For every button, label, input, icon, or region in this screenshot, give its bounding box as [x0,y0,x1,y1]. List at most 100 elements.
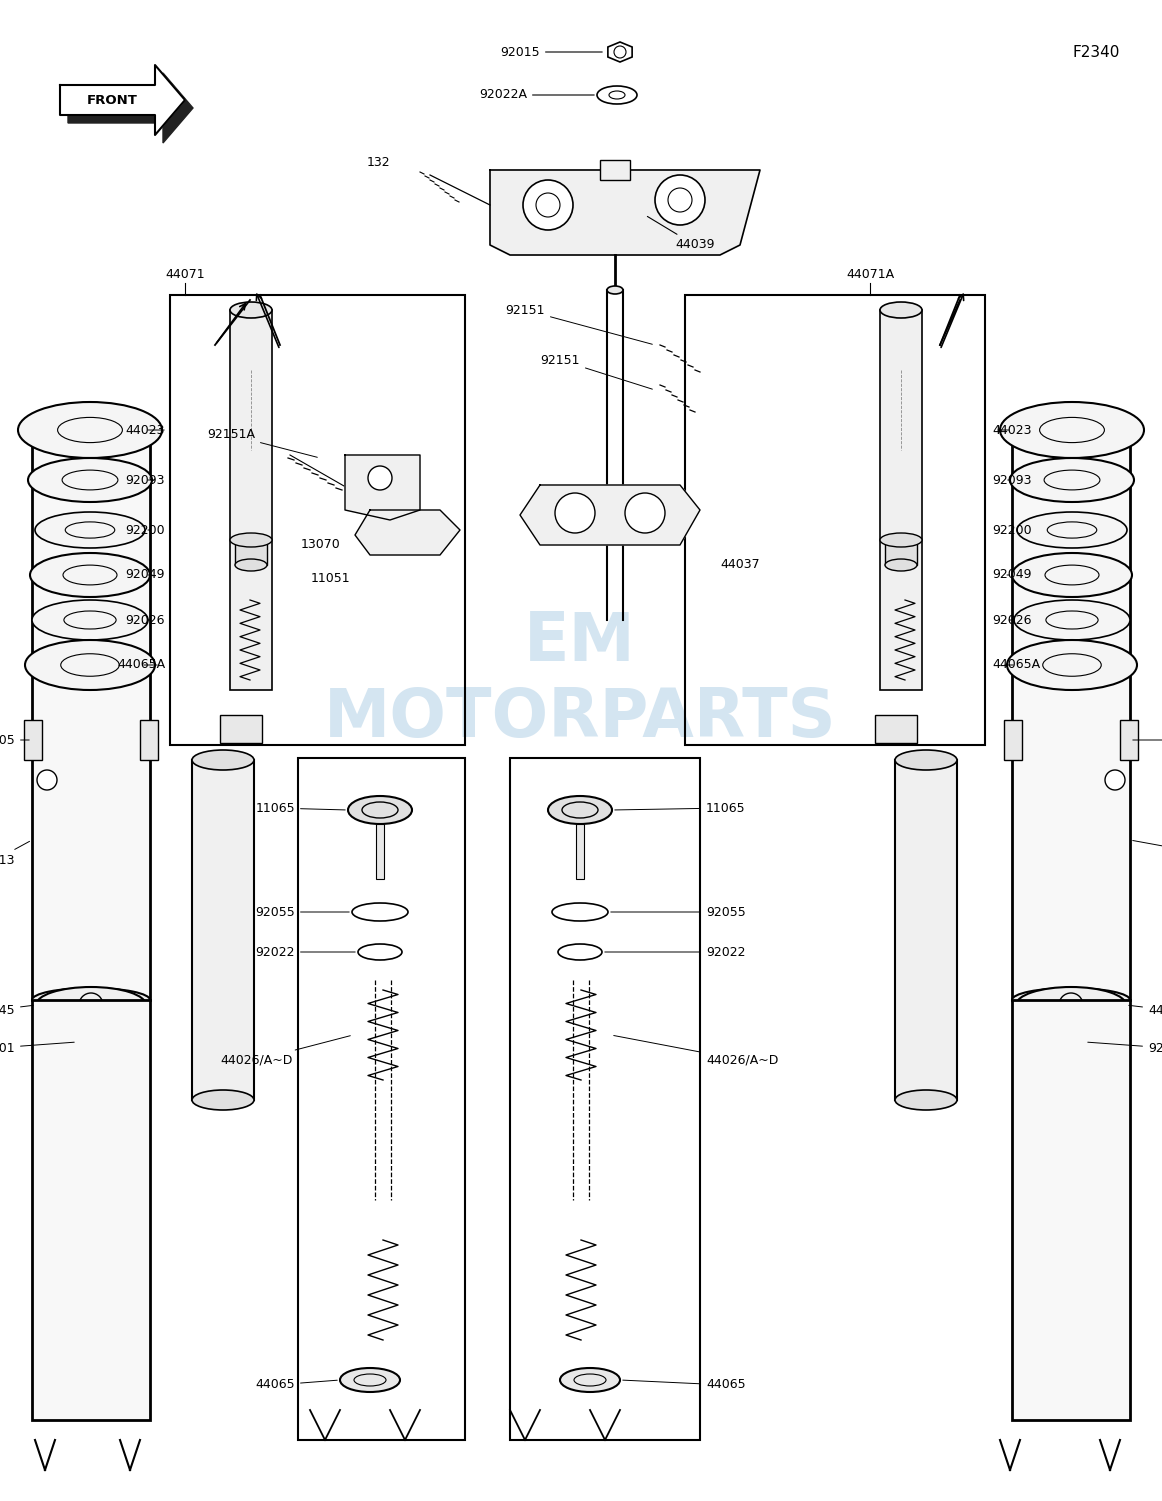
Bar [376,824,383,880]
Text: 44065A: 44065A [117,659,165,671]
Text: 44013: 44013 [0,842,29,866]
Text: EM
MOTORPARTS: EM MOTORPARTS [324,609,837,750]
Bar [230,311,272,690]
Text: 92151A: 92151A [207,428,317,458]
Bar [1012,440,1129,1000]
Polygon shape [345,455,419,519]
Bar [297,758,465,1439]
Circle shape [655,176,705,225]
Ellipse shape [33,428,150,452]
Ellipse shape [26,639,155,690]
Text: 44037: 44037 [720,558,760,572]
Text: 92049: 92049 [992,569,1032,581]
Ellipse shape [1007,639,1136,690]
Circle shape [555,492,595,533]
Bar [600,161,630,180]
Polygon shape [490,170,760,255]
Circle shape [77,1028,105,1057]
Text: 11065: 11065 [615,802,746,815]
Ellipse shape [607,287,623,294]
Text: 92001: 92001 [1088,1042,1162,1055]
Bar [192,760,254,1100]
Bar [170,296,465,744]
Text: 132: 132 [366,156,390,168]
Text: 92151: 92151 [540,354,652,389]
Ellipse shape [347,796,413,824]
Ellipse shape [880,533,921,546]
Text: 92055: 92055 [256,905,350,919]
Ellipse shape [1016,988,1126,1024]
Bar [1012,1000,1129,1420]
Text: 44026/A~D: 44026/A~D [614,1036,779,1067]
Bar [880,311,921,690]
Text: 92093: 92093 [992,473,1032,486]
Ellipse shape [33,600,148,639]
Bar [875,714,917,743]
Ellipse shape [230,302,272,318]
Text: 44023: 44023 [992,423,1032,437]
Bar [33,440,150,1000]
Ellipse shape [192,750,254,770]
Ellipse shape [1000,402,1145,458]
Ellipse shape [548,796,612,824]
Text: 92093: 92093 [125,473,165,486]
Bar [139,720,158,760]
Ellipse shape [35,512,145,548]
Ellipse shape [340,1367,400,1391]
Text: 92022: 92022 [604,946,746,959]
Ellipse shape [192,1090,254,1111]
Ellipse shape [1012,552,1132,597]
Bar [576,824,584,880]
Polygon shape [69,74,193,143]
Text: 92200: 92200 [125,524,165,536]
Text: 92026: 92026 [125,614,165,626]
Circle shape [368,465,392,489]
Text: 92049: 92049 [125,569,165,581]
Text: 11065: 11065 [256,802,345,815]
Ellipse shape [28,458,152,501]
Text: FRONT: FRONT [86,93,137,107]
Circle shape [625,492,665,533]
Text: 13070: 13070 [300,539,340,551]
Text: 44045: 44045 [0,1004,34,1016]
Ellipse shape [1010,458,1134,501]
Ellipse shape [880,302,921,318]
Bar [24,720,42,760]
Bar [885,540,917,564]
Text: F2340: F2340 [1073,45,1120,60]
Bar [1120,720,1138,760]
Bar [895,760,957,1100]
Bar [235,540,267,564]
Bar [220,714,261,743]
Polygon shape [521,485,700,545]
Text: 44065A: 44065A [992,659,1040,671]
Ellipse shape [895,1090,957,1111]
Text: 92151: 92151 [505,303,652,344]
Polygon shape [356,510,460,555]
Ellipse shape [17,402,162,458]
Polygon shape [60,65,185,135]
Text: 44071: 44071 [165,269,205,282]
Ellipse shape [1017,512,1127,548]
Text: 44006: 44006 [1133,734,1162,746]
Circle shape [523,180,573,230]
Text: 92055: 92055 [611,905,746,919]
Circle shape [1057,1028,1085,1057]
Text: 44039: 44039 [647,216,715,252]
Ellipse shape [33,988,150,1012]
Ellipse shape [1012,428,1129,452]
Ellipse shape [230,533,272,546]
Text: 92022: 92022 [256,946,356,959]
Text: 44065: 44065 [623,1378,746,1391]
Circle shape [37,770,57,790]
Text: 11051: 11051 [310,572,350,584]
Text: 44005: 44005 [0,734,29,746]
Bar [686,296,985,744]
Text: 92015: 92015 [501,45,602,59]
Ellipse shape [560,1367,621,1391]
Text: 44026/A~D: 44026/A~D [221,1036,350,1067]
Text: 44071A: 44071A [846,269,894,282]
Ellipse shape [36,988,146,1024]
Bar [33,1000,150,1420]
Ellipse shape [1012,988,1129,1012]
